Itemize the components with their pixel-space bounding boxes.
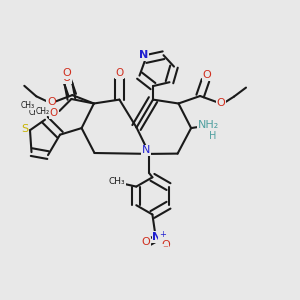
Text: O: O [63,73,71,83]
Text: O: O [47,97,56,107]
Text: O: O [115,68,124,78]
Text: O: O [202,70,211,80]
Text: CH₃: CH₃ [21,101,35,110]
Text: CH: CH [29,108,40,117]
Text: O: O [161,239,170,250]
Text: H: H [209,130,216,141]
Text: ⁻: ⁻ [162,244,168,254]
Text: CH₃: CH₃ [109,177,125,186]
Text: N: N [152,232,161,242]
Text: NH₂: NH₂ [198,120,219,130]
Text: N: N [140,50,148,60]
Text: N: N [142,145,150,155]
Text: +: + [159,230,166,239]
Text: O: O [50,108,58,118]
Text: O: O [141,237,150,247]
Text: O: O [62,68,71,79]
Text: CH₂: CH₂ [36,107,50,116]
Text: O: O [216,98,225,109]
Text: S: S [21,124,28,134]
